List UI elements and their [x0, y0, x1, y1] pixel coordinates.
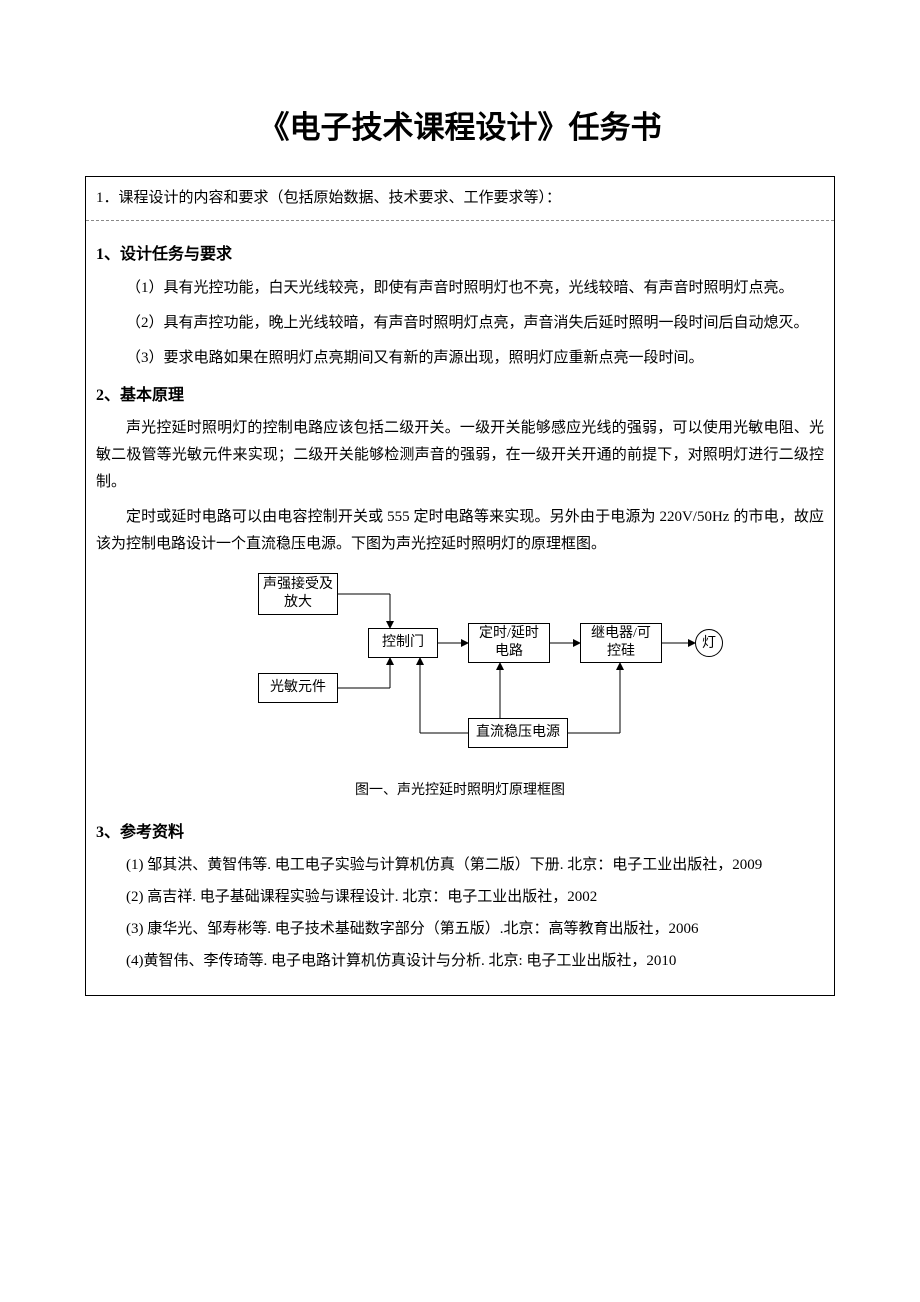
main-frame: 1．课程设计的内容和要求（包括原始数据、技术要求、工作要求等）： 1、设计任务与… [85, 176, 835, 997]
diagram-box-timer: 定时/延时电路 [468, 623, 550, 663]
para-1-3: （3）要求电路如果在照明灯点亮期间又有新的声源出现，照明灯应重新点亮一段时间。 [96, 345, 824, 372]
diagram-box-relay: 继电器/可控硅 [580, 623, 662, 663]
subheading-1: 1、设计任务与要求 [96, 241, 824, 270]
content-body: 1、设计任务与要求 （1）具有光控功能，白天光线较亮，即使有声音时照明灯也不亮，… [86, 221, 834, 996]
block-diagram: 声强接受及放大 光敏元件 控制门 定时/延时电路 继电器/可控硅 直流稳压电源 … [180, 573, 740, 763]
section-header: 1．课程设计的内容和要求（包括原始数据、技术要求、工作要求等）： [86, 177, 834, 221]
diagram-box-gate: 控制门 [368, 628, 438, 658]
ref-2: (2) 高吉祥. 电子基础课程实验与课程设计. 北京：电子工业出版社，2002 [96, 884, 824, 911]
para-2-1: 声光控延时照明灯的控制电路应该包括二级开关。一级开关能够感应光线的强弱，可以使用… [96, 415, 824, 496]
diagram-box-power: 直流稳压电源 [468, 718, 568, 748]
diagram-box-light: 光敏元件 [258, 673, 338, 703]
ref-3: (3) 康华光、邹寿彬等. 电子技术基础数字部分（第五版）.北京：高等教育出版社… [96, 916, 824, 943]
document-title: 《电子技术课程设计》任务书 [85, 100, 835, 156]
ref-1: (1) 邹其洪、黄智伟等. 电工电子实验与计算机仿真（第二版）下册. 北京：电子… [96, 852, 824, 879]
diagram-box-sound: 声强接受及放大 [258, 573, 338, 615]
subheading-3: 3、参考资料 [96, 819, 824, 848]
diagram-caption: 图一、声光控延时照明灯原理框图 [96, 778, 824, 803]
para-1-1: （1）具有光控功能，白天光线较亮，即使有声音时照明灯也不亮，光线较暗、有声音时照… [96, 275, 824, 302]
ref-4: (4)黄智伟、李传琦等. 电子电路计算机仿真设计与分析. 北京: 电子工业出版社… [96, 948, 824, 975]
para-2-2: 定时或延时电路可以由电容控制开关或 555 定时电路等来实现。另外由于电源为 2… [96, 504, 824, 558]
para-1-2: （2）具有声控功能，晚上光线较暗，有声音时照明灯点亮，声音消失后延时照明一段时间… [96, 310, 824, 337]
subheading-2: 2、基本原理 [96, 382, 824, 411]
